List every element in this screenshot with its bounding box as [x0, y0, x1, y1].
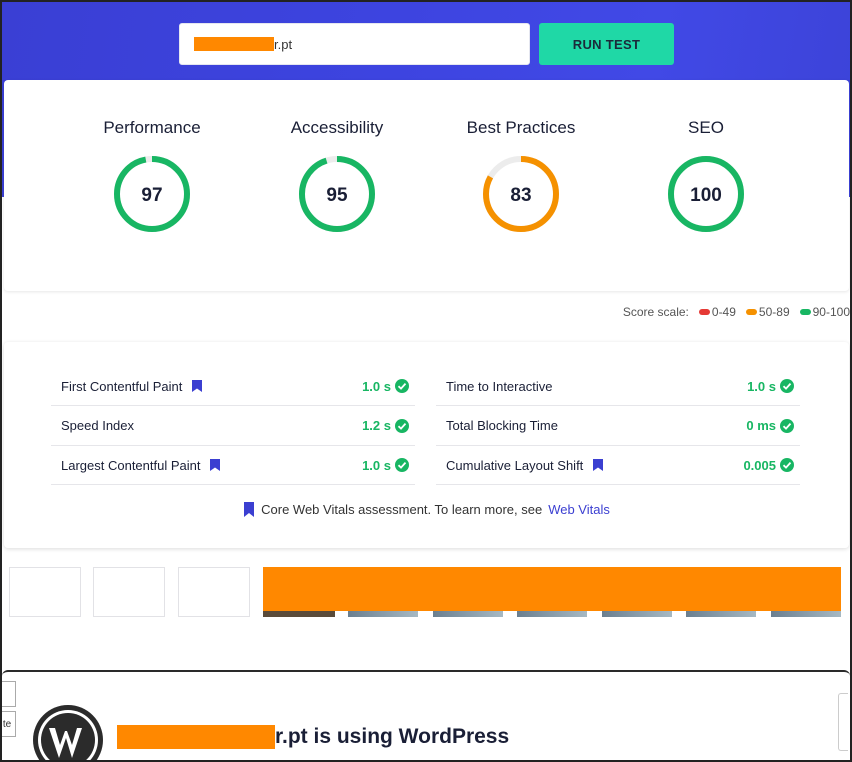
metric-value-wrap: 1.0 s: [362, 379, 409, 394]
metric-row: Time to Interactive 1.0 s: [436, 367, 800, 406]
metric-row: Speed Index 1.2 s: [51, 407, 415, 446]
metric-value-wrap: 0.005: [743, 458, 794, 473]
url-input-value: r.pt: [274, 36, 293, 52]
bookmark-icon: [192, 380, 203, 392]
score-scale-range: 50-89: [758, 305, 790, 319]
check-circle-icon: [395, 458, 409, 472]
filmstrip-thumbnail: [517, 611, 587, 617]
score-gauge[interactable]: Best Practices 83: [441, 116, 601, 234]
metric-row: Total Blocking Time 0 ms: [436, 407, 800, 446]
metric-value-wrap: 0 ms: [746, 418, 794, 433]
score-scale-item: 0-49: [698, 305, 736, 319]
metric-value-wrap: 1.2 s: [362, 418, 409, 433]
metric-label-wrap: Speed Index: [61, 418, 362, 433]
metrics-card: Core Web Vitals assessment. To learn mor…: [4, 342, 849, 548]
bookmark-icon: [244, 502, 255, 517]
metric-label-wrap: Cumulative Layout Shift: [446, 458, 743, 473]
check-circle-icon: [395, 418, 409, 433]
metric-label: Total Blocking Time: [446, 418, 558, 433]
scale-dot-icon: [745, 309, 757, 315]
metric-label: Largest Contentful Paint: [61, 457, 201, 473]
side-widget[interactable]: te: [0, 711, 16, 737]
metric-row: Cumulative Layout Shift 0.005: [436, 446, 800, 485]
filmstrip-thumbnail: [771, 611, 841, 617]
score-ring: 97: [114, 156, 190, 232]
scale-dot-icon: [698, 309, 710, 315]
check-circle-icon: [395, 379, 409, 393]
score-ring: 95: [299, 156, 375, 232]
filmstrip-thumbnail: [433, 611, 503, 617]
metric-row: Largest Contentful Paint 1.0 s: [51, 446, 415, 485]
score-gauge[interactable]: Performance 97: [72, 116, 232, 234]
metric-label: Time to Interactive: [446, 378, 553, 394]
score-scale-range: 90-100: [812, 305, 850, 319]
metric-value: 0 ms: [746, 418, 776, 433]
score-value: 97: [141, 185, 162, 206]
score-ring: 83: [483, 156, 559, 232]
filmstrip-thumbnail: [93, 567, 165, 617]
metric-label-wrap: First Contentful Paint: [61, 379, 362, 394]
feedback-tab[interactable]: [838, 693, 848, 751]
metric-label-wrap: Largest Contentful Paint: [61, 458, 362, 473]
web-vitals-link[interactable]: Web Vitals: [548, 502, 610, 517]
check-circle-icon: [780, 379, 794, 393]
url-input[interactable]: r.pt: [179, 23, 530, 65]
score-scale-label: Score scale:: [622, 305, 689, 319]
score-ring: 100: [668, 156, 744, 232]
metric-value: 1.2 s: [362, 418, 391, 433]
redaction-block: [194, 37, 274, 51]
metric-value-wrap: 1.0 s: [362, 458, 409, 473]
wordpress-logo-icon: [33, 705, 103, 762]
score-gauge[interactable]: SEO 100: [626, 116, 786, 234]
filmstrip-thumbnail: [178, 567, 250, 617]
redaction-block: [117, 725, 275, 749]
score-arc: [299, 156, 375, 232]
metric-value-wrap: 1.0 s: [747, 379, 794, 394]
filmstrip-thumbnail: [686, 611, 756, 617]
bookmark-icon: [593, 459, 604, 471]
side-widget[interactable]: [0, 681, 16, 707]
score-arc: [114, 156, 190, 232]
score-gauge-label: Best Practices: [466, 118, 576, 137]
filmstrip-thumbnail: [9, 567, 81, 617]
redaction-block: [263, 567, 841, 611]
metric-value: 1.0 s: [747, 378, 776, 394]
wordpress-title: r.pt is using WordPress: [117, 725, 509, 749]
metric-label: Speed Index: [61, 418, 135, 433]
score-scale-range: 0-49: [711, 305, 736, 319]
metric-value: 1.0 s: [362, 378, 391, 394]
score-gauge-label: SEO: [688, 118, 724, 137]
filmstrip-thumbnail: [602, 611, 672, 617]
filmstrip-thumbnail: [263, 611, 335, 617]
score-gauge-label: Performance: [103, 118, 201, 137]
score-value: 95: [326, 185, 348, 206]
score-gauge[interactable]: Accessibility 95: [257, 116, 417, 234]
score-gauge-label: Accessibility: [290, 118, 384, 137]
score-value: 83: [510, 185, 531, 206]
core-web-vitals-note: Core Web Vitals assessment. To learn mor…: [4, 502, 849, 517]
wordpress-title-text: r.pt is using WordPress: [275, 725, 510, 748]
metric-label-wrap: Time to Interactive: [446, 379, 747, 394]
scale-dot-icon: [799, 309, 811, 315]
note-text: Core Web Vitals assessment. To learn mor…: [261, 502, 543, 517]
check-circle-icon: [780, 458, 794, 472]
score-arc: [668, 156, 744, 232]
score-scale: Score scale: 0-49 50-89 90-100: [623, 305, 850, 319]
metric-label: Cumulative Layout Shift: [446, 457, 584, 473]
metric-value: 1.0 s: [362, 457, 391, 473]
score-arc: [483, 156, 559, 232]
score-scale-item: 50-89: [745, 305, 790, 319]
metric-value: 0.005: [743, 457, 776, 473]
score-scale-item: 90-100: [799, 305, 850, 319]
metric-row: First Contentful Paint 1.0 s: [51, 367, 415, 406]
scores-card: Performance 97 Accessibility 95 Best Practic…: [4, 80, 849, 291]
bookmark-icon: [210, 459, 221, 471]
check-circle-icon: [780, 418, 794, 433]
wordpress-card: r.pt is using WordPress: [2, 670, 850, 762]
run-test-button[interactable]: RUN TEST: [539, 23, 674, 65]
score-value: 100: [690, 185, 722, 206]
filmstrip-thumbnail: [348, 611, 418, 617]
metric-label: First Contentful Paint: [61, 378, 183, 394]
metric-label-wrap: Total Blocking Time: [446, 418, 746, 433]
